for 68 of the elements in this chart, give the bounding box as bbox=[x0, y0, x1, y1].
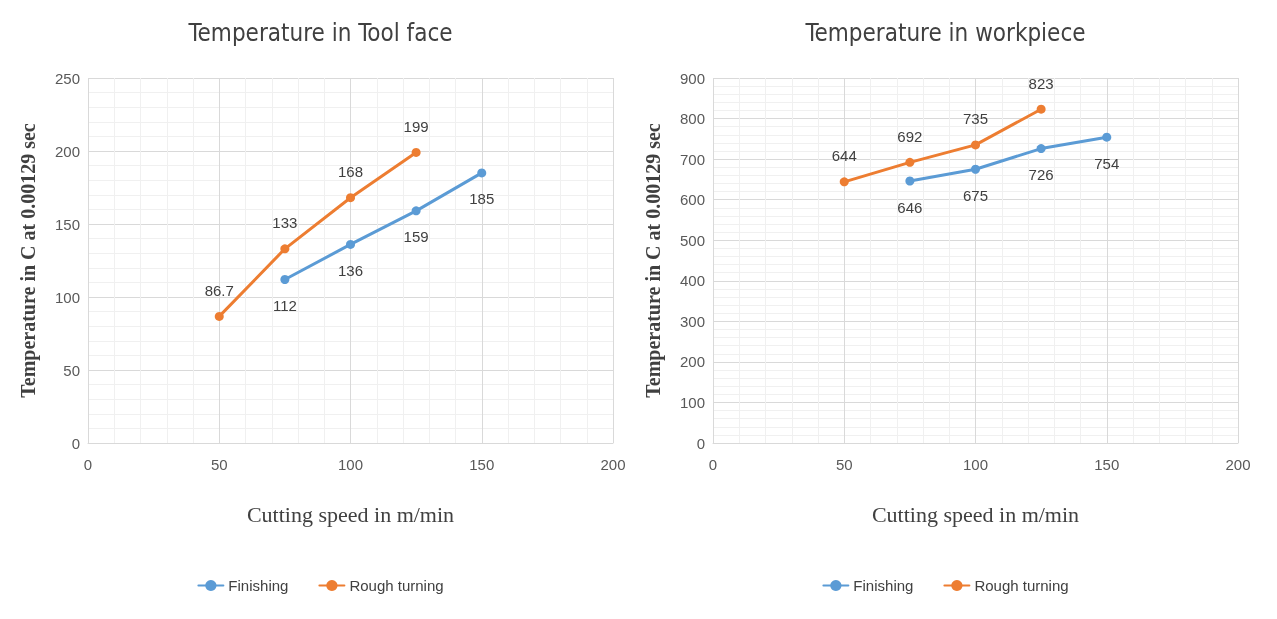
point bbox=[411, 147, 421, 157]
data-label: 692 bbox=[897, 127, 923, 145]
data-label: 185 bbox=[469, 190, 495, 208]
legend-label: Rough turning bbox=[349, 577, 444, 594]
point bbox=[1036, 104, 1046, 114]
point bbox=[280, 244, 290, 254]
point bbox=[971, 140, 980, 150]
point bbox=[411, 206, 421, 216]
x-axis-title: Cutting speed in m/min bbox=[871, 501, 1080, 527]
point bbox=[905, 157, 915, 167]
data-label: 646 bbox=[897, 198, 923, 216]
point bbox=[1102, 132, 1112, 142]
data-label: 726 bbox=[1028, 166, 1054, 184]
y-tick-label: 50 bbox=[63, 361, 80, 379]
y-tick-label: 250 bbox=[54, 69, 80, 87]
data-label: 86.7 bbox=[204, 281, 234, 299]
x-tick-label: 150 bbox=[1094, 456, 1120, 473]
y-tick-label: 0 bbox=[71, 434, 80, 452]
data-label: 644 bbox=[831, 147, 857, 165]
legend-label: Finishing bbox=[853, 577, 914, 594]
x-tick-label: 200 bbox=[600, 456, 626, 473]
x-tick-label: 50 bbox=[210, 456, 228, 473]
y-tick-label: 400 bbox=[679, 272, 705, 290]
y-tick-label: 800 bbox=[679, 110, 705, 128]
point bbox=[1036, 144, 1046, 154]
y-tick-label: 200 bbox=[679, 353, 705, 371]
y-tick-label: 700 bbox=[679, 150, 705, 168]
legend-label: Finishing bbox=[228, 577, 289, 594]
y-tick-label: 500 bbox=[679, 231, 705, 249]
data-label: 112 bbox=[272, 296, 297, 314]
point bbox=[346, 193, 355, 203]
data-label: 199 bbox=[403, 117, 429, 135]
y-tick-label: 100 bbox=[54, 288, 80, 306]
point bbox=[839, 177, 849, 187]
y-tick-label: 200 bbox=[54, 142, 80, 160]
y-tick-label: 150 bbox=[54, 215, 80, 233]
data-label: 735 bbox=[962, 110, 989, 128]
x-tick-label: 0 bbox=[708, 456, 718, 473]
point bbox=[280, 274, 290, 284]
point bbox=[971, 164, 980, 174]
x-tick-label: 100 bbox=[337, 456, 364, 473]
y-axis-title: Temperature in C at 0.00129 sec bbox=[642, 123, 665, 398]
y-tick-label: 0 bbox=[696, 434, 705, 452]
x-tick-label: 150 bbox=[469, 456, 495, 473]
x-tick-label: 0 bbox=[83, 456, 93, 473]
y-tick-label: 600 bbox=[679, 191, 705, 209]
legend-label: Rough turning bbox=[974, 577, 1069, 594]
point bbox=[214, 311, 224, 321]
y-axis-title: Temperature in C at 0.00129 sec bbox=[17, 123, 40, 398]
data-label: 823 bbox=[1028, 74, 1054, 92]
chart-title: Temperature in workpiece bbox=[804, 19, 1086, 47]
point bbox=[905, 176, 915, 186]
data-label: 133 bbox=[272, 214, 298, 232]
chart-title: Temperature in Tool face bbox=[187, 19, 453, 47]
data-label: 675 bbox=[962, 186, 989, 204]
y-tick-label: 100 bbox=[679, 393, 705, 411]
x-axis-title: Cutting speed in m/min bbox=[246, 501, 455, 527]
data-label: 136 bbox=[337, 261, 364, 279]
data-label: 754 bbox=[1094, 154, 1120, 172]
point bbox=[346, 239, 355, 249]
x-tick-label: 100 bbox=[962, 456, 989, 473]
data-label: 159 bbox=[403, 228, 429, 246]
data-label: 168 bbox=[337, 163, 364, 181]
x-tick-label: 200 bbox=[1225, 456, 1251, 473]
x-tick-label: 50 bbox=[835, 456, 853, 473]
y-tick-label: 300 bbox=[679, 312, 705, 330]
y-tick-label: 900 bbox=[679, 69, 705, 87]
point bbox=[477, 168, 487, 178]
